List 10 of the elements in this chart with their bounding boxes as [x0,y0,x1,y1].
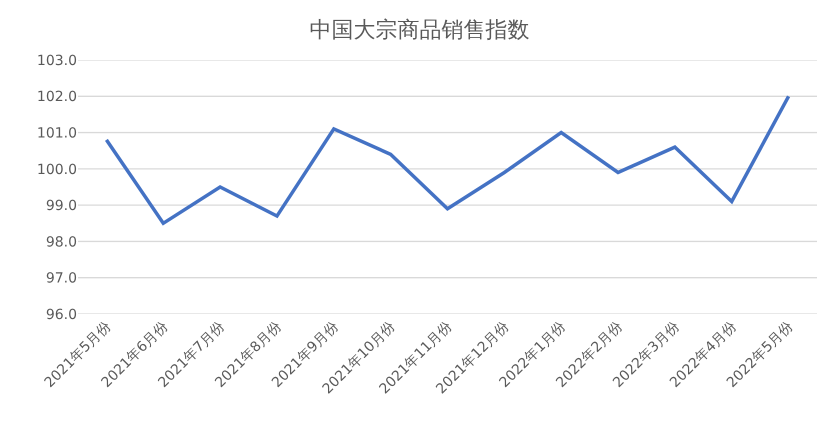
y-tick-label: 100.0 [36,162,77,178]
y-tick-label: 102.0 [36,89,77,106]
y-tick-label: 97.0 [46,270,77,287]
y-tick-label: 99.0 [46,198,77,214]
y-tick-label: 103.0 [36,52,77,69]
y-tick-label: 101.0 [36,125,77,142]
y-tick-label: 98.0 [46,234,77,250]
chart-title: 中国大宗商品销售指数 [310,18,530,44]
y-tick-label: 96.0 [46,306,77,323]
line-series [104,94,790,226]
